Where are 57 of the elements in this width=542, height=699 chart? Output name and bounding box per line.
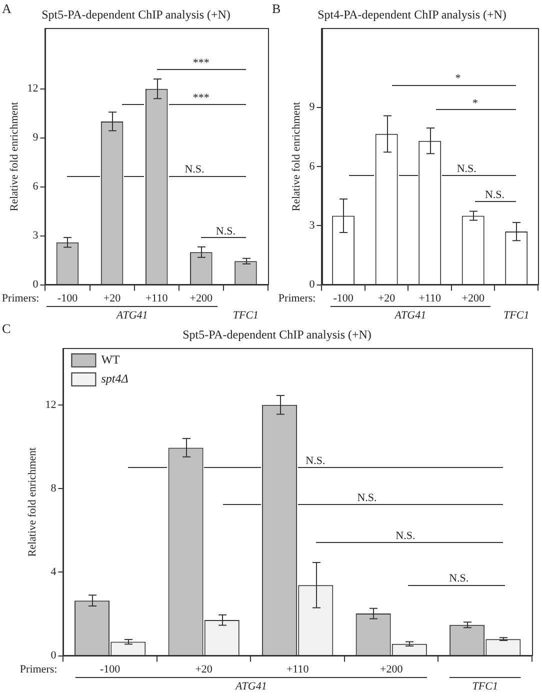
y-tick-label: 6 [309, 160, 316, 172]
x-tick-label: -100 [100, 663, 121, 676]
annotation: * [472, 97, 478, 110]
y-tick-label: 4 [50, 566, 57, 578]
y-axis-title: Relative fold enrichment [26, 447, 38, 557]
y-tick-label: 6 [32, 180, 39, 193]
text: ATG41 [234, 680, 267, 693]
text: C [2, 320, 11, 336]
x-tick-label: +200 [190, 292, 214, 304]
annotation: N.S. [396, 530, 416, 542]
y-tick-label: 9 [32, 132, 39, 144]
chart-title: Spt4-PA-dependent ChIP analysis (+N) [318, 7, 506, 22]
y-tick-label: 12 [27, 82, 38, 95]
x-tick-label: +200 [380, 663, 404, 676]
chart-title: Spt5-PA-dependent ChIP analysis (+N) [42, 7, 230, 22]
y-tick-label: 9 [309, 101, 316, 114]
text: ATG41 [394, 310, 426, 322]
legend-label: WT [101, 352, 121, 367]
y-tick-label: 0 [309, 278, 316, 291]
text: ATG41 [115, 310, 148, 322]
y-tick-label: 8 [50, 482, 57, 494]
annotation: N.S. [184, 164, 205, 176]
text: TFC1 [504, 310, 530, 322]
y-tick-label: 0 [32, 278, 39, 291]
text: A [2, 0, 12, 16]
annotation: N.S. [456, 162, 477, 175]
x-tick-label: +20 [378, 292, 396, 304]
y-axis-title: Relative fold enrichment [290, 102, 302, 212]
x-tick-label: +20 [195, 663, 213, 676]
x-tick-label: +200 [462, 292, 485, 304]
text: Primers: [278, 292, 316, 305]
chart-title: Spt5-PA-dependent ChIP analysis (+N) [182, 327, 372, 342]
y-tick-label: 12 [45, 398, 56, 411]
legend-label: spt4Δ [101, 372, 128, 386]
annotation: N.S. [357, 492, 378, 504]
x-tick-label: +110 [418, 292, 442, 304]
x-tick-label: -100 [57, 292, 78, 304]
annotation: *** [192, 57, 210, 70]
x-tick-label: +110 [286, 663, 310, 676]
annotation: N.S. [216, 225, 236, 238]
text: TFC1 [232, 310, 259, 322]
x-tick-label: +110 [145, 292, 168, 304]
text: Primers: [2, 292, 40, 305]
x-tick-label: -100 [333, 292, 354, 304]
y-tick-label: 0 [50, 650, 57, 662]
y-tick-label: 3 [309, 220, 316, 232]
annotation: *** [192, 92, 210, 104]
annotation: * [455, 72, 461, 85]
annotation: N.S. [449, 572, 469, 585]
text: B [272, 0, 281, 16]
text: Primers: [20, 664, 58, 676]
annotation: N.S. [306, 454, 326, 467]
y-axis-title: Relative fold enrichment [8, 102, 20, 212]
x-tick-label: +20 [103, 292, 122, 304]
y-tick-label: 3 [32, 230, 39, 242]
annotation: N.S. [484, 189, 505, 202]
text: TFC1 [472, 680, 498, 693]
